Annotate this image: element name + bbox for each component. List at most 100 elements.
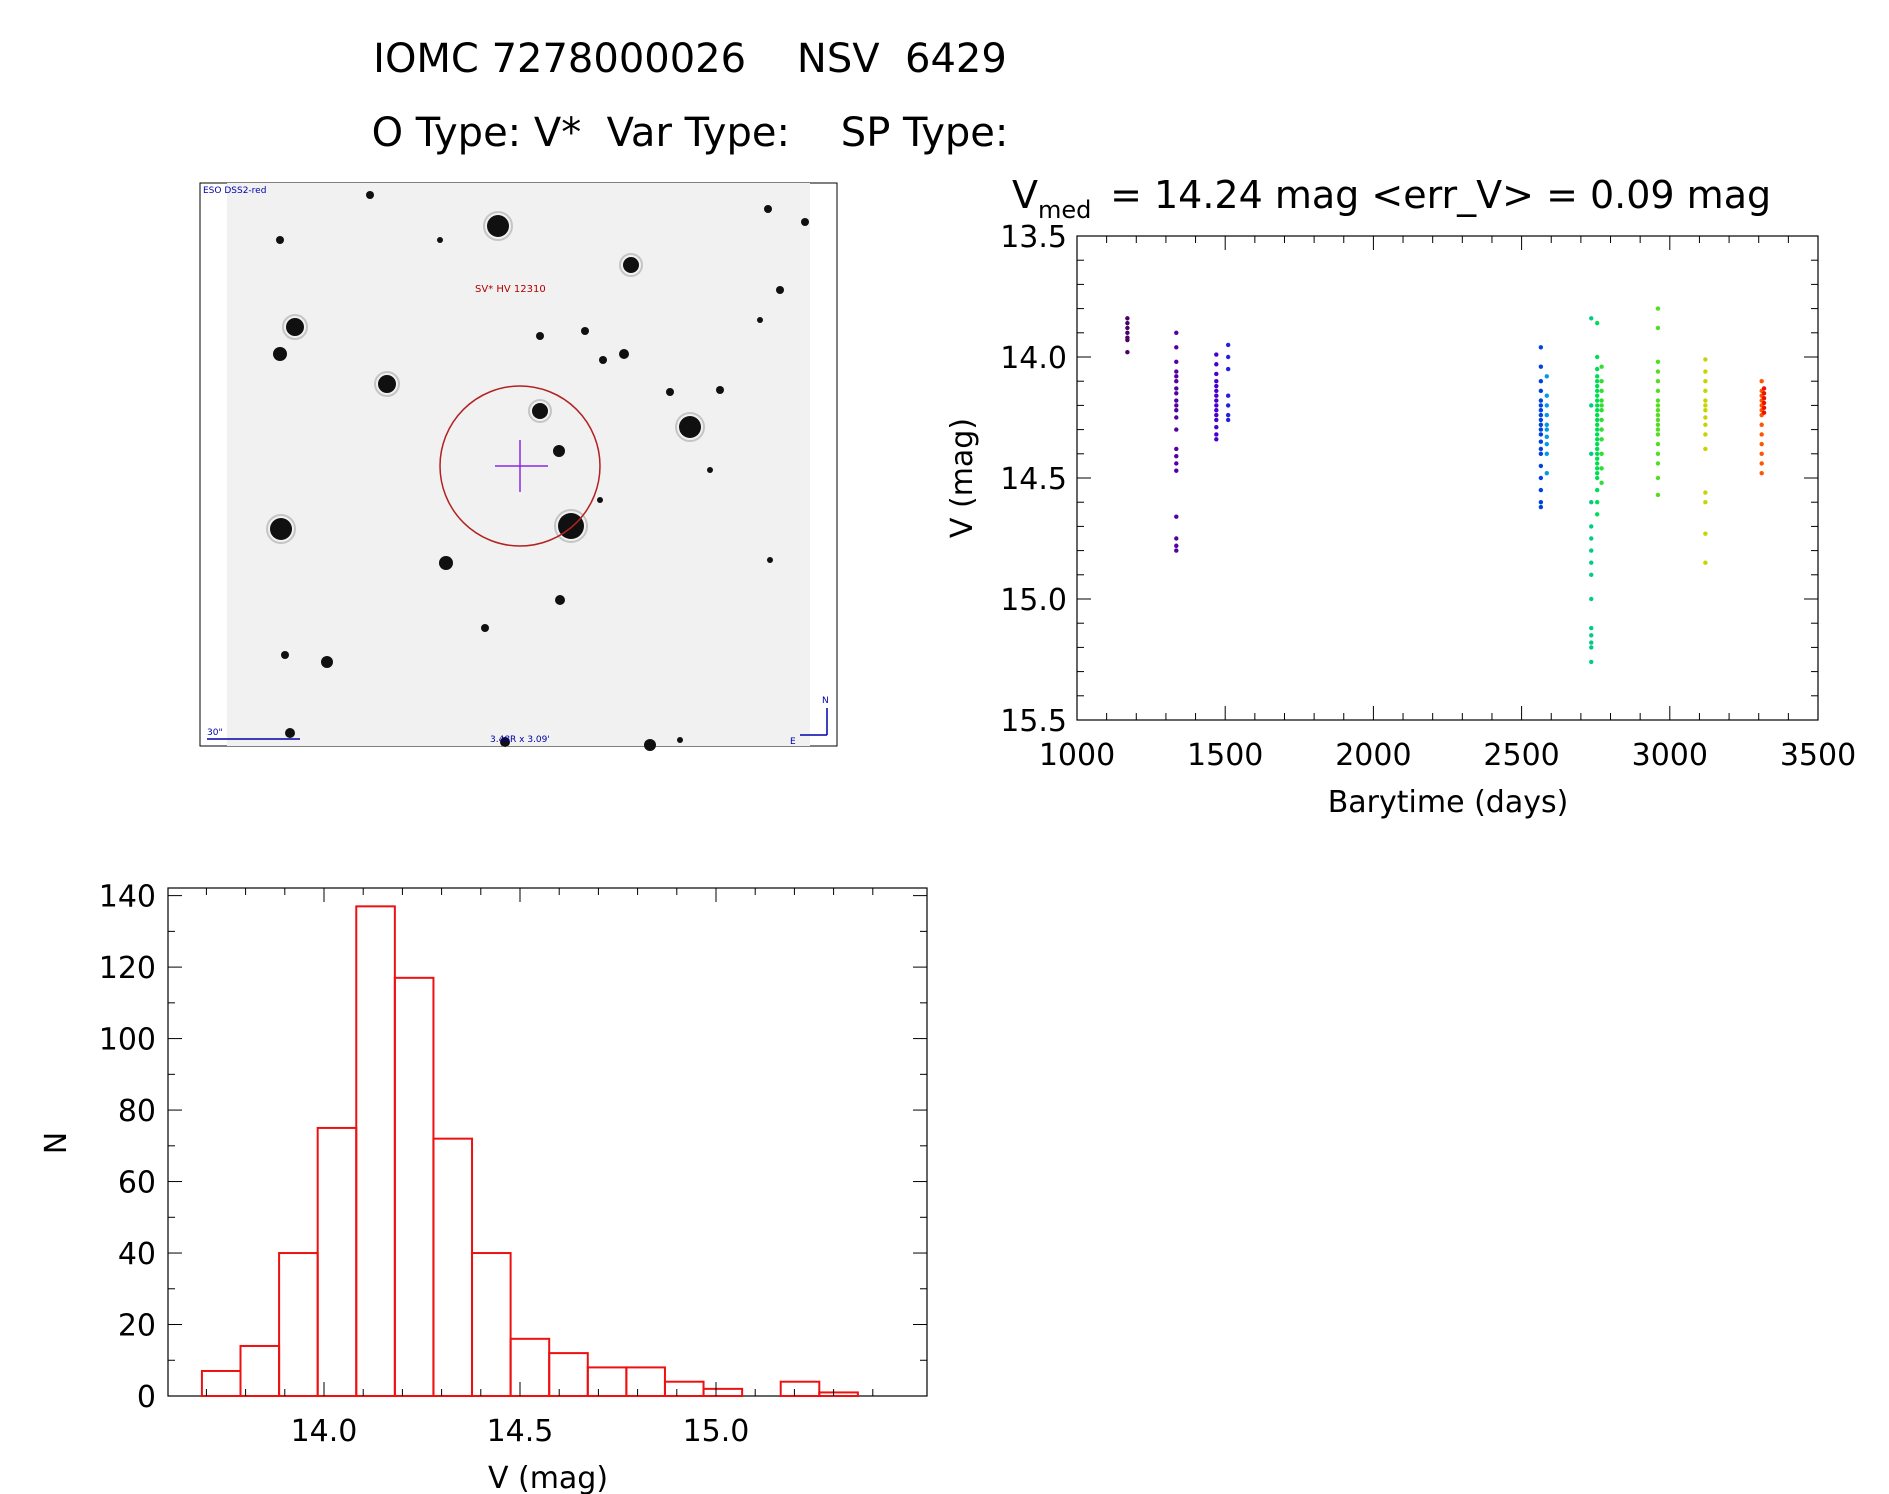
lc-point <box>1594 422 1600 427</box>
lc-point <box>1544 374 1549 379</box>
lc-point <box>1655 369 1661 374</box>
lc-xlabel: Barytime (days) <box>1328 785 1569 820</box>
star <box>500 737 510 747</box>
star-halo <box>374 371 400 397</box>
lc-point <box>1655 475 1661 481</box>
target-circle <box>439 385 601 547</box>
lc-point <box>1761 386 1767 391</box>
hist-bar <box>586 1366 628 1398</box>
lc-point <box>1589 645 1594 650</box>
lc-point <box>1125 320 1130 326</box>
lc-point <box>1655 408 1661 413</box>
lc-point <box>1174 514 1179 519</box>
lc-point <box>1594 500 1600 505</box>
lc-point <box>1759 470 1764 476</box>
lc-point <box>1214 417 1219 423</box>
lc-point <box>1174 446 1179 452</box>
lc-xtick-label: 2500 <box>1483 738 1559 773</box>
star <box>801 218 809 226</box>
star <box>597 497 603 503</box>
star <box>707 467 713 473</box>
lc-point <box>1703 379 1708 384</box>
lc-point <box>1594 379 1600 384</box>
lc-point <box>1594 446 1600 452</box>
lc-point <box>1174 468 1179 473</box>
lc-point <box>1599 379 1604 384</box>
lc-point <box>1544 422 1549 427</box>
histogram-chart: 0 20 40 60 80 100 120 140 14.0 14.5 15.0 V (mag) N <box>39 880 928 1494</box>
lc-point <box>1594 388 1600 394</box>
hist-bar <box>200 1369 242 1397</box>
star-halo <box>554 509 588 543</box>
lc-point <box>1214 388 1219 394</box>
star-halo <box>619 253 643 277</box>
lc-point <box>1174 403 1179 408</box>
hist-xtick-label: 15.0 <box>683 1414 750 1449</box>
lc-point <box>1655 417 1661 423</box>
lc-point <box>1225 412 1231 418</box>
lc-point <box>1538 439 1544 444</box>
hist-ytick-label: 0 <box>137 1380 156 1415</box>
lc-title-sub: med <box>1038 196 1091 224</box>
lc-point <box>1761 395 1767 401</box>
lc-point <box>1174 369 1179 374</box>
lc-point <box>1589 500 1594 505</box>
star <box>276 236 284 244</box>
lc-point <box>1594 451 1600 456</box>
lc-point <box>1214 432 1219 437</box>
lc-point <box>1759 379 1764 384</box>
lc-point <box>1544 412 1549 418</box>
star-halo <box>483 211 513 241</box>
hist-axis-ticks: 0 20 40 60 80 100 120 140 14.0 14.5 15.0 <box>99 880 927 1449</box>
star <box>555 595 565 605</box>
lc-point <box>1759 441 1764 447</box>
lc-point <box>1594 320 1600 326</box>
star <box>366 191 374 199</box>
lc-point <box>1174 454 1179 459</box>
lc-point <box>1225 354 1231 360</box>
hist-bar <box>818 1391 859 1398</box>
lc-point <box>1125 337 1130 343</box>
lc-title-rest: = 14.24 mag <err_V> = 0.09 mag <box>1098 173 1771 217</box>
lc-ytick-label: 15.5 <box>1000 704 1067 739</box>
lc-point <box>1214 408 1219 413</box>
lc-point <box>1594 470 1600 476</box>
lc-point <box>1174 359 1179 365</box>
lc-point <box>1214 403 1219 408</box>
lc-point <box>1594 512 1600 517</box>
lc-point <box>1225 417 1231 423</box>
star <box>623 257 639 273</box>
finder-sky <box>227 183 810 746</box>
lc-point <box>1589 625 1594 631</box>
lc-point <box>1655 441 1661 447</box>
lc-point <box>1599 466 1604 471</box>
lc-point <box>1655 422 1661 427</box>
lc-point <box>1703 500 1708 505</box>
lc-point <box>1589 316 1594 321</box>
lc-point <box>1655 412 1661 418</box>
lc-point <box>1703 560 1708 565</box>
lc-point <box>1759 451 1764 456</box>
lc-point <box>1599 437 1604 442</box>
lc-point <box>1589 524 1594 529</box>
lc-point <box>1174 379 1179 384</box>
lc-point <box>1214 412 1219 418</box>
lc-xtick-label: 3500 <box>1780 738 1856 773</box>
lc-point <box>1759 422 1764 427</box>
lc-point <box>1214 362 1219 367</box>
lc-axis-ticks: 1000 1500 2000 2500 3000 3500 13.5 14.0 14.5 15.0… <box>1000 220 1856 773</box>
lc-point <box>1589 633 1594 638</box>
lc-point <box>1174 398 1179 403</box>
star <box>273 347 287 361</box>
lc-xtick-label: 1500 <box>1187 738 1263 773</box>
lc-point <box>1544 434 1549 440</box>
lc-point <box>1594 403 1600 408</box>
compass-east-label: E <box>790 737 796 747</box>
hist-bar <box>509 1337 551 1398</box>
lc-point <box>1703 357 1708 362</box>
hist-xtick-label: 14.5 <box>487 1414 554 1449</box>
star-halo <box>528 399 552 423</box>
lc-point <box>1703 388 1708 394</box>
lc-point <box>1538 408 1544 413</box>
